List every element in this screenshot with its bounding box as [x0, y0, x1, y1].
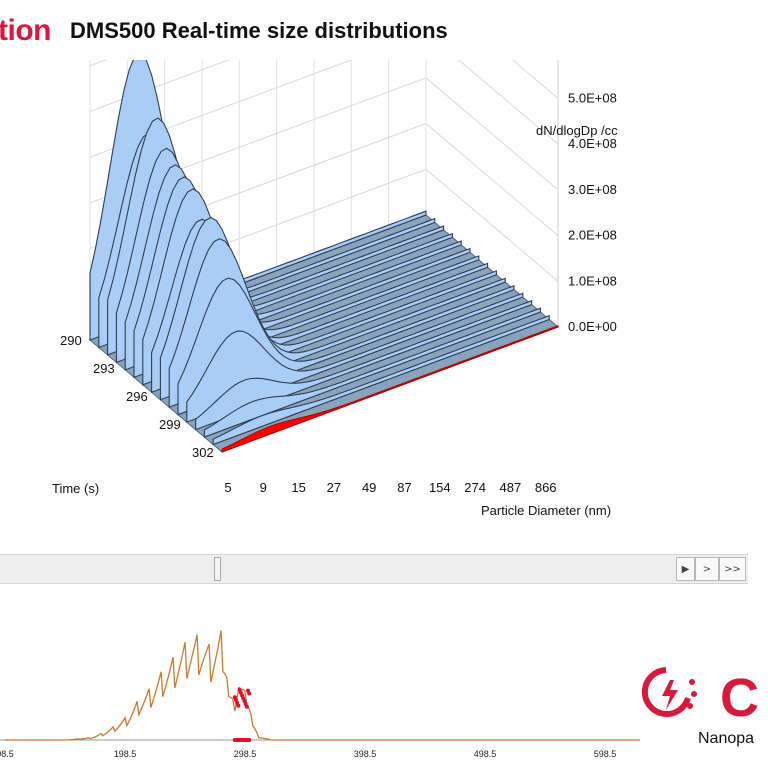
x-tick-label: 87 — [397, 480, 411, 495]
current-series-group — [221, 324, 559, 453]
time-tick-label: 299 — [159, 417, 181, 432]
time-series-chart: 98.5 198.5 298.5 398.5 498.5 598.5 — [0, 630, 640, 759]
x-tick-label: 49 — [362, 480, 376, 495]
time-tick-label: 296 — [126, 389, 148, 404]
logo-dot-icon — [691, 691, 697, 697]
z-tick-label: 1.0E+08 — [568, 273, 617, 288]
logo-mark: C — [641, 667, 759, 728]
series-ribbon — [212, 314, 550, 446]
x-tick-label: 866 — [535, 480, 557, 495]
time-series-tick-label: 498.5 — [474, 749, 497, 759]
grid-line — [425, 77, 559, 191]
z-tick-labels: 0.0E+00 1.0E+08 2.0E+08 3.0E+08 4.0E+08 5.0E+… — [568, 90, 617, 334]
z-tick-label: 2.0E+08 — [568, 228, 617, 243]
logo-dot-icon — [689, 679, 695, 685]
z-tick-label: 5.0E+08 — [568, 90, 617, 105]
logo-lightning-icon — [662, 680, 678, 710]
grid-line — [511, 60, 559, 99]
time-tick-label: 290 — [60, 333, 82, 348]
time-series-tick-labels: 98.5 198.5 298.5 398.5 498.5 598.5 — [0, 749, 616, 759]
time-series-tick-label: 398.5 — [354, 749, 377, 759]
time-series-tick-label: 198.5 — [114, 749, 137, 759]
time-series-path — [5, 630, 640, 741]
logo-subtext: Nanopa — [698, 730, 755, 747]
playback-bar: ▶ > >> — [0, 554, 748, 584]
x-axis-label: Particle Diameter (nm) — [481, 503, 611, 518]
time-series-marker — [236, 703, 241, 708]
page-title: DMS500 Real-time size distributions — [70, 18, 448, 43]
play-button[interactable]: ▶ — [676, 557, 695, 581]
brand-wordmark: tion — [0, 14, 51, 47]
time-series-tick-label: 98.5 — [0, 749, 14, 759]
logo-dot-icon — [687, 703, 693, 709]
z-tick-label: 3.0E+08 — [568, 182, 617, 197]
time-tick-label: 302 — [192, 445, 214, 460]
series-group — [89, 60, 550, 446]
company-logo: C Nanopa — [640, 660, 768, 768]
x-tick-label: 15 — [291, 480, 305, 495]
time-series-marker — [244, 704, 249, 709]
grid-line — [425, 123, 559, 236]
timeline-slider-thumb[interactable] — [214, 557, 221, 581]
time-series-line — [5, 630, 640, 741]
x-tick-label: 154 — [429, 480, 451, 495]
time-series-tick-label: 598.5 — [594, 749, 617, 759]
series-ribbon — [203, 307, 541, 438]
x-tick-label: 274 — [464, 480, 486, 495]
x-tick-label: 9 — [260, 480, 267, 495]
time-series-marker — [247, 691, 252, 696]
time-tick-label: 293 — [93, 361, 115, 376]
logo-bolt-icon — [641, 667, 691, 717]
size-distribution-3d-chart: dN/dlogDp /cc 0.0E+00 1.0E+08 2.0E+08 3.0E+… — [52, 60, 618, 518]
z-axis-label: dN/dlogDp /cc — [536, 123, 618, 138]
grid-line — [425, 168, 559, 282]
time-series-markers — [232, 687, 252, 742]
current-series-ribbon — [221, 324, 559, 453]
z-tick-label: 0.0E+00 — [568, 319, 617, 334]
x-tick-label: 5 — [224, 480, 231, 495]
y-axis-label: Time (s) — [52, 481, 99, 496]
grid-line — [458, 60, 559, 145]
time-series-tick-label: 298.5 — [234, 749, 257, 759]
x-tick-labels: 5 9 15 27 49 87 154 274 487 866 — [224, 480, 556, 495]
header: tion DMS500 Real-time size distributions — [0, 10, 768, 50]
logo-letter: C — [720, 668, 759, 728]
next-button[interactable]: > — [695, 557, 719, 581]
time-tick-labels: 290 293 296 299 302 — [60, 333, 214, 460]
last-button[interactable]: >> — [719, 557, 746, 581]
x-tick-label: 27 — [327, 480, 341, 495]
time-series-marker — [247, 738, 252, 742]
x-tick-label: 487 — [500, 480, 522, 495]
z-tick-label: 4.0E+08 — [568, 136, 617, 151]
